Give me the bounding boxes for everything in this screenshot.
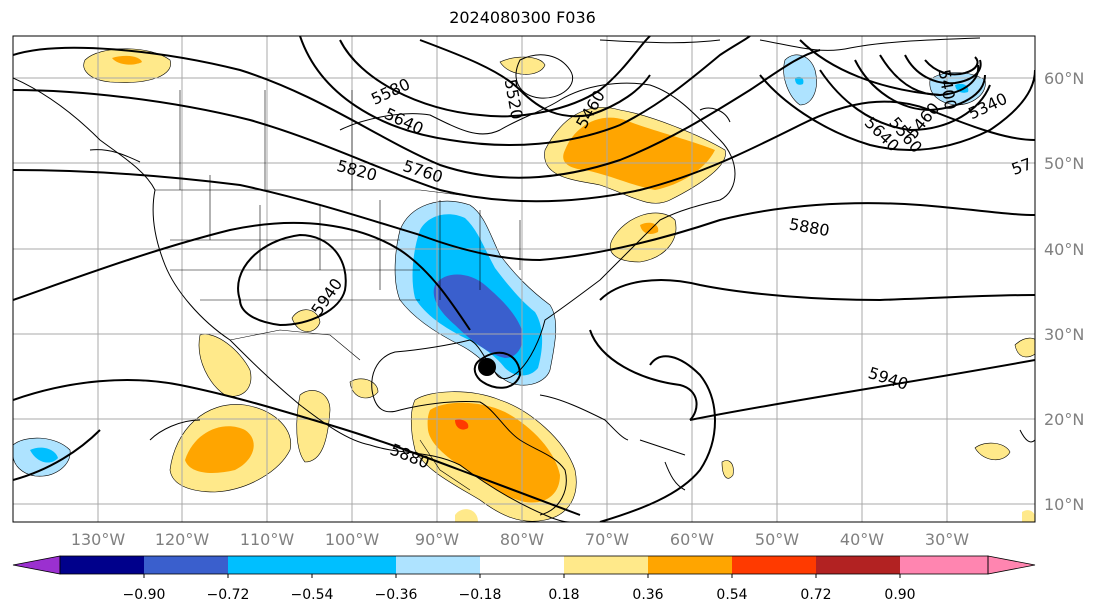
positive-area-atlantic-east [974,442,1011,461]
colorbar-outline [59,555,989,575]
positive-area-mexico-west [198,333,252,397]
positive-area-labrador-core [563,117,715,190]
lon-tick-label: 70°W [585,530,629,549]
lat-tick-label: 20°N [1044,410,1084,429]
colorbar-segment [228,556,312,574]
positive-area-bottom-right [1022,510,1035,522]
negative-area-eastern-us-core [433,274,523,358]
lat-tick-label: 10°N [1044,495,1084,514]
negative-area-greenland-sea-core [795,76,804,85]
colorbar-tick-label: −0.72 [207,587,250,603]
positive-area-caribbean-small [721,460,734,479]
colorbar-segment [480,556,564,574]
lon-tick-label: 110°W [240,530,295,549]
longitude-ticks: 130°W 120°W 110°W 100°W 90°W 80°W 70°W 6… [71,530,969,549]
colorbar-ticks [143,574,901,578]
colorbar-segment [396,556,480,574]
colorbar-tick-label: 0.72 [800,587,831,603]
colorbar-extend-right [987,555,1036,575]
colorbar-tick-label: 0.18 [548,587,579,603]
lon-tick-label: 60°W [670,530,714,549]
lon-tick-label: 30°W [925,530,969,549]
colorbar-segment [564,556,648,574]
colorbar-segment [312,556,396,574]
positive-area-pacific-mexico-core [185,426,254,473]
negative-area-pacific-sw-core [30,447,58,463]
height-contours [13,36,1035,522]
positive-area-gulf-west [349,378,379,399]
lat-tick-label: 50°N [1044,154,1084,173]
lon-tick-label: 40°W [840,530,884,549]
lat-tick-label: 40°N [1044,240,1084,259]
colorbar-segment [732,556,816,574]
colorbar-tick-label: 0.36 [632,587,663,603]
graticule [13,36,1035,522]
colorbar-segment [144,556,228,574]
lon-tick-label: 130°W [71,530,126,549]
colorbar: −0.90 −0.72 −0.54 −0.36 −0.18 0.18 0.36 … [12,555,1036,603]
colorbar-segment [900,556,988,574]
colorbar-tick-label: −0.18 [459,587,502,603]
positive-area-south [455,509,478,522]
positive-area-atlantic-coast-core [640,222,659,234]
positive-area-central-america-peak [455,419,469,430]
lon-tick-label: 120°W [155,530,210,549]
colorbar-tick-label: −0.36 [375,587,418,603]
lon-tick-label: 90°W [415,530,459,549]
positive-area-pacific-nw-core [112,55,142,65]
coastlines [13,37,1035,522]
positive-area-pacific-nw [83,48,171,83]
colorbar-tick-label: 0.54 [716,587,747,603]
colorbar-tick-label: 0.90 [884,587,915,603]
colorbar-segment [648,556,732,574]
colorbar-segment [816,556,900,574]
map-frame [12,35,1036,523]
colorbar-segment [60,556,144,574]
latitude-ticks: 60°N 50°N 40°N 30°N 20°N 10°N [1044,69,1084,514]
colorbar-extend-left [12,555,61,575]
storm-center-marker [478,358,496,376]
map-title: 2024080300 F036 [449,8,596,27]
political-borders [155,90,521,491]
lon-tick-label: 100°W [325,530,380,549]
lat-tick-label: 30°N [1044,325,1084,344]
colorbar-tick-label: −0.54 [291,587,334,603]
lon-tick-label: 50°W [755,530,799,549]
colorbar-tick-label: −0.90 [123,587,166,603]
lon-tick-label: 80°W [500,530,544,549]
positive-area-atlantic-far-east [1014,337,1035,358]
lat-tick-label: 60°N [1044,69,1084,88]
